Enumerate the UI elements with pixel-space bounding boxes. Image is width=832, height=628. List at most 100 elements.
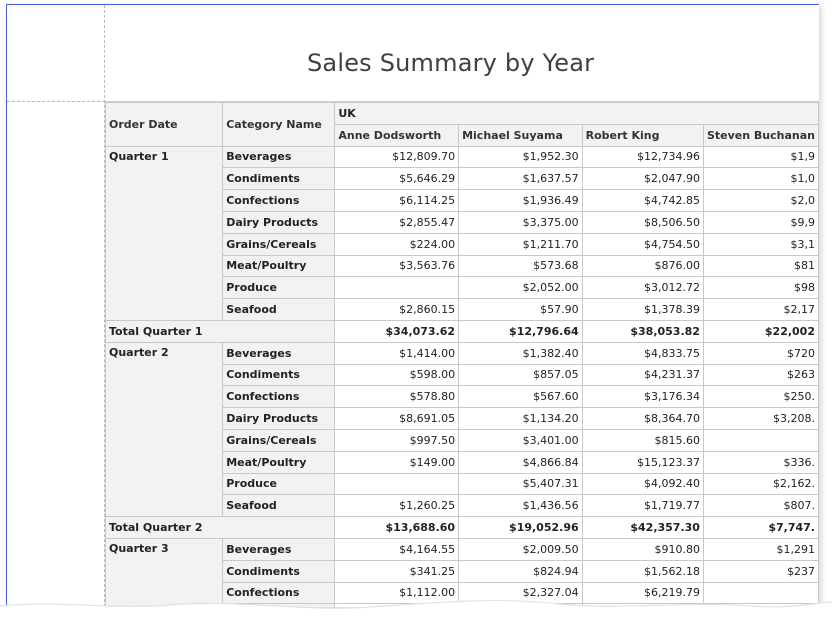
value-cell: $4,164.55	[334, 537, 460, 561]
report-title: Sales Summary by Year	[307, 49, 595, 77]
value-cell: $2,047.90	[581, 167, 704, 191]
total-value-cell: $34,073.62	[334, 319, 460, 343]
value-cell: $857.05	[458, 363, 583, 387]
category-label[interactable]: Beverages	[222, 341, 336, 365]
table-row: Condiments $598.00 $857.05 $4,231.37 $263	[106, 363, 819, 387]
value-cell: $8,364.70	[581, 407, 704, 430]
value-cell: $4,754.50	[581, 232, 704, 256]
category-label[interactable]: Grains/Cereals	[222, 232, 336, 256]
value-cell: $12,734.96	[581, 145, 704, 169]
total-row: Total Quarter 2 $13,688.60 $19,052.96 $42,3…	[104, 516, 819, 539]
value-cell: $8,691.05	[334, 407, 460, 430]
value-cell: $1,9	[702, 145, 819, 169]
quarter-group-label[interactable]: Quarter 3	[104, 537, 224, 607]
value-cell: $250.	[702, 385, 819, 409]
category-label[interactable]: Condiments	[222, 167, 336, 191]
category-label[interactable]: Dairy Products	[222, 210, 336, 234]
pivot-body: Order Date Category Name UK Anne Dodswor…	[104, 102, 819, 607]
value-cell: $149.00	[334, 450, 460, 474]
value-cell: $1,952.30	[458, 145, 583, 169]
value-cell: $2,860.15	[334, 298, 460, 321]
table-row: Confections $1,112.00 $2,327.04 $6,219.79	[106, 581, 819, 605]
table-row: Quarter 2 Beverages $1,414.00 $1,382.40 $4,8…	[104, 341, 819, 518]
value-cell: $807.	[702, 494, 819, 518]
column-header-employee[interactable]: Steven Buchanan	[702, 123, 819, 147]
table-row: Condiments $341.25 $824.94 $1,562.18 $237	[106, 559, 819, 583]
value-cell: $1,436.56	[458, 494, 583, 518]
category-label[interactable]: Confections	[222, 189, 336, 212]
total-label[interactable]: Total Quarter 2	[104, 516, 336, 539]
column-header-employee[interactable]: Anne Dodsworth	[334, 123, 460, 147]
value-cell: $1,0	[702, 167, 819, 191]
category-label[interactable]: Condiments	[222, 559, 336, 583]
row-header-category-name[interactable]: Category Name	[222, 102, 336, 147]
value-cell: $598.00	[334, 363, 460, 387]
value-cell: $9,9	[702, 210, 819, 234]
value-cell: $1,719.77	[581, 494, 704, 518]
value-cell: $5,646.29	[334, 167, 460, 191]
value-cell: $3,012.72	[581, 276, 704, 300]
value-cell: $2,0	[702, 189, 819, 212]
quarter-group-label[interactable]: Quarter 1	[104, 145, 224, 321]
value-cell: $1,211.70	[458, 232, 583, 256]
value-cell: $4,092.40	[581, 472, 704, 496]
value-cell: $341.25	[334, 559, 460, 583]
value-cell: $1,637.57	[458, 167, 583, 191]
value-cell: $2,052.00	[458, 276, 583, 300]
value-cell: $4,866.84	[458, 450, 583, 474]
report-page: Sales Summary by Year Order Date Categor…	[6, 4, 819, 607]
category-label[interactable]: Beverages	[222, 537, 336, 561]
value-cell	[334, 472, 460, 496]
category-label[interactable]: Beverages	[222, 145, 336, 169]
category-label[interactable]: Produce	[222, 472, 336, 496]
value-cell: $57.90	[458, 298, 583, 321]
category-label[interactable]: Meat/Poultry	[222, 450, 336, 474]
value-cell: $81	[702, 254, 819, 278]
page-margin-guide-horizontal	[7, 101, 105, 102]
header-band-divider	[105, 101, 819, 102]
column-header-employee[interactable]: Robert King	[581, 123, 704, 147]
value-cell: $1,414.00	[334, 341, 460, 365]
category-label[interactable]: Dairy Products	[222, 407, 336, 430]
value-cell: $3,375.00	[458, 210, 583, 234]
total-value-cell: $7,747.	[702, 516, 819, 539]
table-row: Condiments $5,646.29 $1,637.57 $2,047.90 $1,…	[106, 167, 819, 191]
table-row: Seafood $1,260.25 $1,436.56 $1,719.77 $807.	[106, 494, 819, 518]
value-cell: $2,009.50	[458, 537, 583, 561]
value-cell: $6,219.79	[581, 581, 704, 605]
value-cell: $2,855.47	[334, 210, 460, 234]
value-cell: $6,114.25	[334, 189, 460, 212]
category-label[interactable]: Seafood	[222, 298, 336, 321]
table-row: Quarter 3 Beverages $4,164.55 $2,009.50 $910…	[104, 537, 819, 607]
category-label[interactable]: Grains/Cereals	[222, 428, 336, 452]
category-label[interactable]: Meat/Poultry	[222, 254, 336, 278]
column-header-employee[interactable]: Michael Suyama	[458, 123, 583, 147]
row-header-order-date[interactable]: Order Date	[104, 102, 224, 147]
table-row: Produce $5,407.31 $4,092.40 $2,162.	[106, 472, 819, 496]
value-cell: $4,833.75	[581, 341, 704, 365]
value-cell: $1,134.20	[458, 407, 583, 430]
value-cell: $1,378.39	[581, 298, 704, 321]
category-label[interactable]: Condiments	[222, 363, 336, 387]
quarter-group-label[interactable]: Quarter 2	[104, 341, 224, 518]
value-cell: $3,401.00	[458, 428, 583, 452]
value-cell: $1,382.40	[458, 341, 583, 365]
category-label[interactable]: Seafood	[222, 494, 336, 518]
category-label[interactable]: Produce	[222, 276, 336, 300]
value-cell: $876.00	[581, 254, 704, 278]
value-cell: $997.50	[334, 428, 460, 452]
header-row-country: Order Date Category Name UK	[104, 102, 819, 147]
category-label[interactable]: Confections	[222, 385, 336, 409]
value-cell: $98	[702, 276, 819, 300]
total-value-cell: $38,053.82	[581, 319, 704, 343]
value-cell: $824.94	[458, 559, 583, 583]
total-label[interactable]: Total Quarter 1	[104, 319, 336, 343]
column-header-country[interactable]: UK	[334, 102, 819, 125]
table-row: Quarter 1 Beverages $12,809.70 $1,952.30 $12…	[104, 145, 819, 321]
category-label[interactable]: Confections	[222, 581, 336, 605]
value-cell: $2,17	[702, 298, 819, 321]
total-value-cell: $42,357.30	[581, 516, 704, 539]
value-cell: $567.60	[458, 385, 583, 409]
value-cell: $2,162.	[702, 472, 819, 496]
value-cell: $4,742.85	[581, 189, 704, 212]
